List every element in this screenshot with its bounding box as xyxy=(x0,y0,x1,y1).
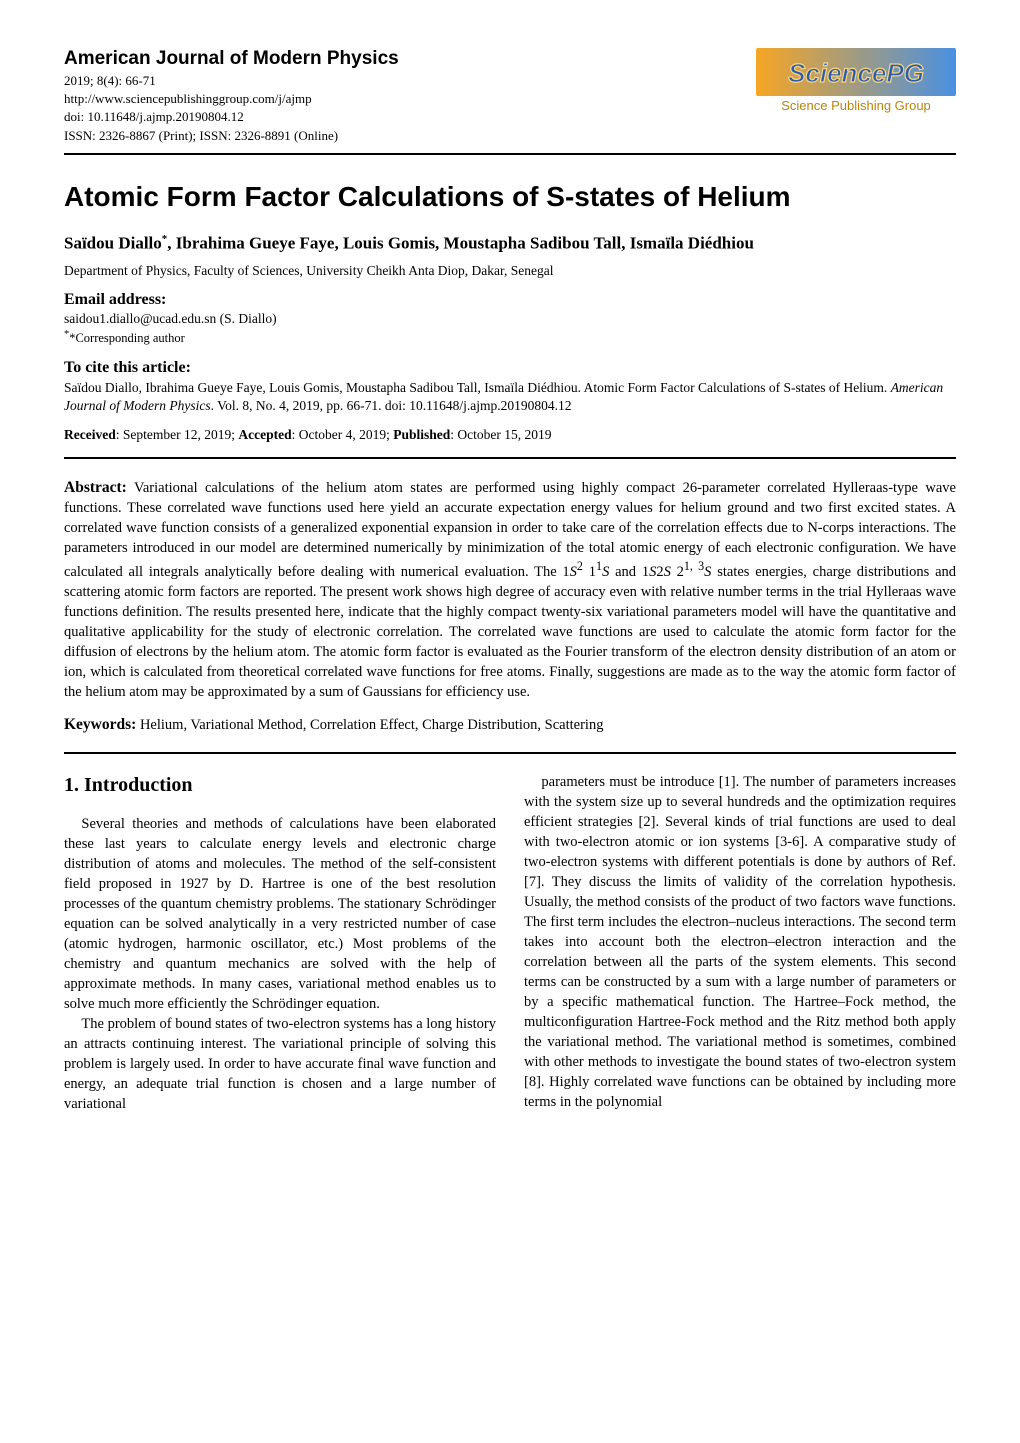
published-date: October 15, 2019 xyxy=(457,427,551,442)
logo-main-text: SciencePG xyxy=(788,58,924,88)
sciencepg-logo-icon: SciencePG Science Publishing Group xyxy=(756,48,956,118)
citation: Saïdou Diallo, Ibrahima Gueye Faye, Loui… xyxy=(64,379,956,415)
mid-rule-2 xyxy=(64,752,956,754)
keywords: Keywords: Helium, Variational Method, Co… xyxy=(64,716,956,734)
body-columns: 1. Introduction Several theories and met… xyxy=(64,772,956,1114)
published-label: Published xyxy=(393,427,450,442)
authors: Saïdou Diallo*, Ibrahima Gueye Faye, Lou… xyxy=(64,233,956,254)
mid-rule-1 xyxy=(64,457,956,459)
journal-url: http://www.sciencepublishinggroup.com/j/… xyxy=(64,90,756,108)
header: American Journal of Modern Physics 2019;… xyxy=(64,48,956,145)
affiliation: Department of Physics, Faculty of Scienc… xyxy=(64,263,956,279)
corresponding-text: *Corresponding author xyxy=(69,332,185,346)
journal-block: American Journal of Modern Physics 2019;… xyxy=(64,48,756,145)
corresponding-note: **Corresponding author xyxy=(64,329,956,346)
abstract: Abstract: Variational calculations of th… xyxy=(64,477,956,702)
top-rule xyxy=(64,153,956,155)
logo-sub-text: Science Publishing Group xyxy=(781,98,931,113)
body-p2: The problem of bound states of two-elect… xyxy=(64,1014,496,1114)
journal-doi: doi: 10.11648/j.ajmp.20190804.12 xyxy=(64,108,756,126)
abstract-label: Abstract: xyxy=(64,479,127,496)
paper-title: Atomic Form Factor Calculations of S-sta… xyxy=(64,181,956,213)
keywords-label: Keywords: xyxy=(64,716,136,733)
accepted-date: October 4, 2019 xyxy=(299,427,386,442)
intro-heading: 1. Introduction xyxy=(64,772,496,800)
received-date: September 12, 2019 xyxy=(123,427,231,442)
email-line: saidou1.diallo@ucad.edu.sn (S. Diallo) xyxy=(64,311,956,327)
cite-label: To cite this article: xyxy=(64,359,956,377)
received-label: Received xyxy=(64,427,116,442)
dates-line: Received: September 12, 2019; Accepted: … xyxy=(64,427,956,443)
journal-issn: ISSN: 2326-8867 (Print); ISSN: 2326-8891… xyxy=(64,127,756,145)
abstract-text: Variational calculations of the helium a… xyxy=(64,480,956,700)
body-p3: parameters must be introduce [1]. The nu… xyxy=(524,772,956,1112)
page: American Journal of Modern Physics 2019;… xyxy=(0,0,1020,1162)
accepted-label: Accepted xyxy=(238,427,291,442)
publisher-logo: SciencePG Science Publishing Group xyxy=(756,48,956,123)
keywords-text: Helium, Variational Method, Correlation … xyxy=(140,717,604,733)
journal-issue: 2019; 8(4): 66-71 xyxy=(64,72,756,90)
journal-name: American Journal of Modern Physics xyxy=(64,48,756,70)
body-p1: Several theories and methods of calculat… xyxy=(64,814,496,1014)
email-label: Email address: xyxy=(64,291,956,309)
